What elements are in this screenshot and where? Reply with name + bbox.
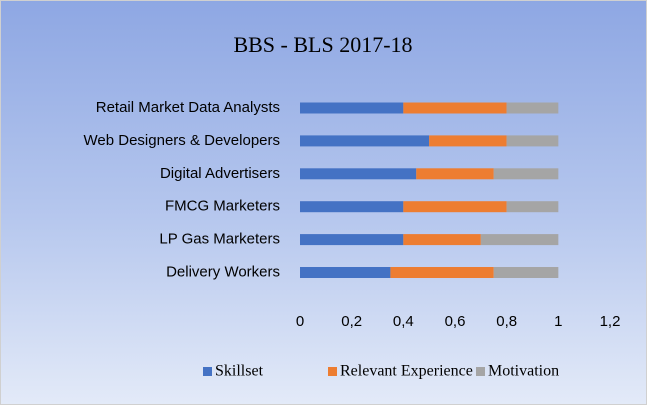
y-tick-label: FMCG Marketers: [165, 198, 280, 215]
bar-segment: [390, 267, 494, 278]
bar-segment: [300, 234, 404, 246]
x-tick-label: 0,6: [445, 313, 466, 330]
bar-segment: [403, 234, 481, 246]
legend-label: Relevant Experience: [340, 363, 473, 380]
x-tick-label: 0,4: [393, 313, 414, 330]
bar-segment: [429, 135, 507, 147]
chart-title: BBS - BLS 2017-18: [233, 32, 412, 57]
y-tick-label: Delivery Workers: [166, 263, 280, 280]
bar-segment: [300, 135, 430, 147]
legend-label: Skillset: [215, 363, 264, 380]
bar-segment: [506, 201, 559, 213]
bar-segment: [300, 102, 404, 114]
legend-swatch: [476, 367, 485, 376]
bar-segment: [300, 201, 404, 213]
bar-segment: [506, 102, 559, 114]
y-tick-label: Web Designers & Developers: [84, 132, 280, 149]
bar-segment: [493, 267, 559, 278]
bar-segment: [416, 168, 494, 180]
bar-segment: [493, 168, 559, 180]
bar-segment: [300, 168, 417, 180]
x-tick-label: 0,2: [341, 313, 362, 330]
legend-label: Motivation: [488, 363, 559, 380]
bar-segment: [480, 234, 559, 246]
x-tick-label: 0: [296, 313, 304, 330]
y-tick-label: LP Gas Marketers: [159, 231, 280, 248]
bar-segment: [506, 135, 559, 147]
bar-segment: [403, 201, 507, 213]
x-tick-label: 1: [554, 313, 562, 330]
y-tick-label: Digital Advertisers: [160, 165, 280, 182]
legend-swatch: [203, 367, 212, 376]
x-tick-label: 0,8: [496, 313, 517, 330]
bar-segment: [300, 267, 391, 278]
legend-swatch: [328, 367, 337, 376]
bar-segment: [403, 102, 507, 114]
y-tick-label: Retail Market Data Analysts: [96, 99, 280, 116]
x-tick-label: 1,2: [600, 313, 621, 330]
